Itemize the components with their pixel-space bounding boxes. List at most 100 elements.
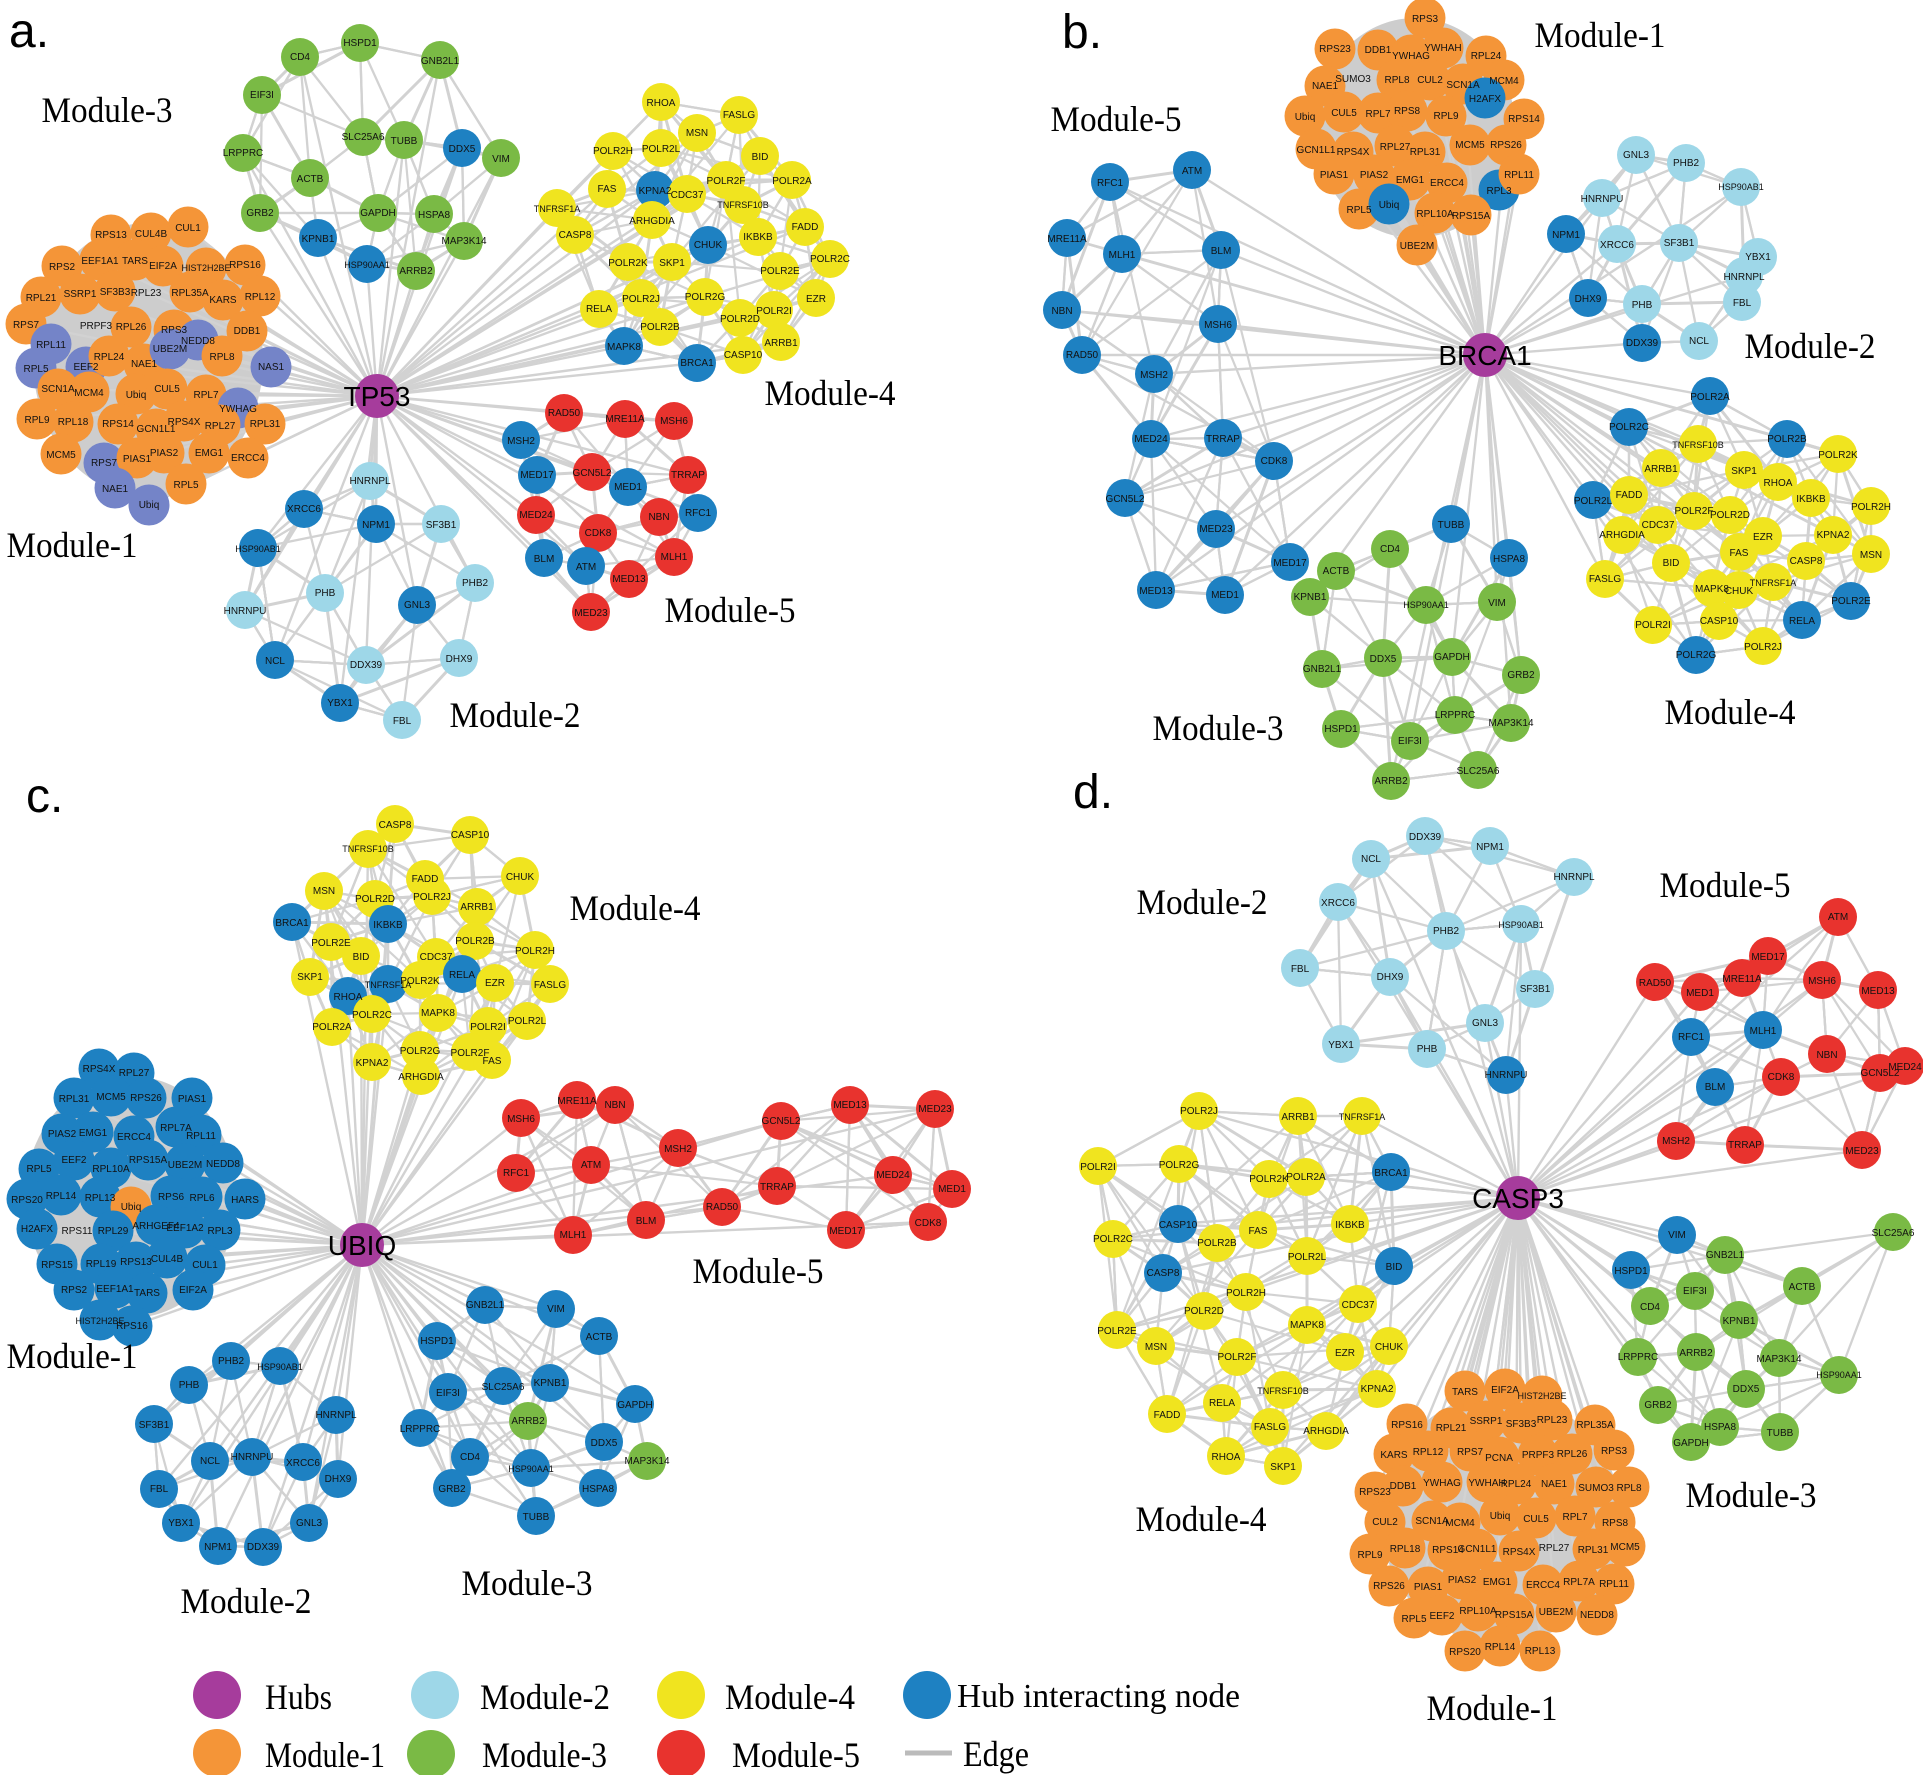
svg-text:MCM5: MCM5 bbox=[1610, 1542, 1640, 1553]
svg-text:RPL9: RPL9 bbox=[1357, 1550, 1382, 1561]
svg-text:CDK8: CDK8 bbox=[1261, 456, 1288, 467]
svg-text:MRE11A: MRE11A bbox=[557, 1096, 597, 1107]
svg-text:RPS16: RPS16 bbox=[116, 1321, 148, 1332]
svg-text:RFC1: RFC1 bbox=[1678, 1032, 1705, 1043]
svg-text:RPS3: RPS3 bbox=[1601, 1446, 1628, 1457]
svg-text:TNFRSF1A: TNFRSF1A bbox=[1339, 1112, 1386, 1122]
svg-text:FBL: FBL bbox=[1733, 298, 1752, 309]
svg-text:POLR2C: POLR2C bbox=[352, 1010, 392, 1021]
svg-text:RPS16: RPS16 bbox=[229, 260, 261, 271]
svg-text:RPS4X: RPS4X bbox=[168, 417, 201, 428]
svg-text:POLR2H: POLR2H bbox=[515, 946, 555, 957]
svg-text:CDC37: CDC37 bbox=[420, 952, 453, 963]
svg-text:HSP90AA1: HSP90AA1 bbox=[1403, 600, 1449, 610]
svg-text:MED1: MED1 bbox=[938, 1184, 966, 1195]
svg-text:RPS15A: RPS15A bbox=[1495, 1610, 1534, 1621]
svg-text:CASP10: CASP10 bbox=[1700, 616, 1739, 627]
svg-text:RPL12: RPL12 bbox=[245, 292, 276, 303]
svg-text:SKP1: SKP1 bbox=[659, 258, 685, 269]
svg-text:MCM5: MCM5 bbox=[1455, 140, 1485, 151]
svg-text:DDX39: DDX39 bbox=[1409, 832, 1442, 843]
svg-text:Module-4: Module-4 bbox=[1136, 1499, 1267, 1539]
svg-text:SKP1: SKP1 bbox=[1270, 1462, 1296, 1473]
svg-text:MED13: MED13 bbox=[612, 574, 646, 585]
svg-text:VIM: VIM bbox=[492, 154, 510, 165]
svg-text:YBX1: YBX1 bbox=[1328, 1040, 1354, 1051]
svg-text:PHB: PHB bbox=[315, 588, 336, 599]
svg-text:POLR2I: POLR2I bbox=[1080, 1162, 1116, 1173]
svg-text:DDX5: DDX5 bbox=[1733, 1384, 1760, 1395]
svg-text:TUBB: TUBB bbox=[1767, 1428, 1794, 1439]
svg-text:H2AFX: H2AFX bbox=[1469, 94, 1502, 105]
svg-text:EMG1: EMG1 bbox=[1396, 175, 1425, 186]
svg-text:GNL3: GNL3 bbox=[1472, 1018, 1499, 1029]
svg-text:MCM5: MCM5 bbox=[46, 450, 76, 461]
svg-text:POLR2L: POLR2L bbox=[1288, 1252, 1327, 1263]
svg-text:GAPDH: GAPDH bbox=[1673, 1438, 1709, 1449]
svg-text:MRE11A: MRE11A bbox=[1047, 234, 1087, 245]
svg-text:KARS: KARS bbox=[1380, 1450, 1408, 1461]
svg-text:VIM: VIM bbox=[1668, 1230, 1686, 1241]
svg-text:GCN1L1: GCN1L1 bbox=[1297, 145, 1336, 156]
svg-text:CUL2: CUL2 bbox=[1417, 75, 1443, 86]
svg-text:DHX9: DHX9 bbox=[325, 1474, 352, 1485]
svg-text:HARS: HARS bbox=[231, 1195, 259, 1206]
svg-text:RPL26: RPL26 bbox=[1557, 1449, 1588, 1460]
svg-text:GNB2L1: GNB2L1 bbox=[421, 56, 460, 67]
svg-text:POLR2H: POLR2H bbox=[1226, 1288, 1266, 1299]
svg-text:GCN5L2: GCN5L2 bbox=[762, 1116, 801, 1127]
svg-text:CUL5: CUL5 bbox=[154, 384, 180, 395]
svg-text:RELA: RELA bbox=[586, 304, 612, 315]
svg-text:MSN: MSN bbox=[1860, 550, 1882, 561]
svg-text:RELA: RELA bbox=[1209, 1398, 1235, 1409]
svg-text:POLR2J: POLR2J bbox=[622, 294, 660, 305]
svg-text:FASLG: FASLG bbox=[1589, 574, 1621, 585]
svg-text:GNL3: GNL3 bbox=[1623, 150, 1650, 161]
svg-text:POLR2B: POLR2B bbox=[1197, 1238, 1237, 1249]
svg-text:HSPA8: HSPA8 bbox=[1493, 554, 1525, 565]
svg-text:SKP1: SKP1 bbox=[1731, 466, 1757, 477]
svg-text:RPL14: RPL14 bbox=[1485, 1642, 1516, 1653]
svg-text:EEF1A2: EEF1A2 bbox=[166, 1223, 204, 1234]
svg-text:XRCC6: XRCC6 bbox=[1321, 898, 1355, 909]
svg-text:MAPK8: MAPK8 bbox=[1695, 584, 1729, 595]
svg-text:SF3B3: SF3B3 bbox=[100, 287, 131, 298]
svg-text:POLR2H: POLR2H bbox=[1851, 502, 1891, 513]
svg-text:POLR2C: POLR2C bbox=[1093, 1234, 1133, 1245]
svg-text:RPL21: RPL21 bbox=[1436, 1423, 1467, 1434]
svg-text:SF3B1: SF3B1 bbox=[139, 1420, 170, 1431]
svg-text:EEF2: EEF2 bbox=[61, 1155, 86, 1166]
svg-text:SUMO3: SUMO3 bbox=[1335, 74, 1371, 85]
svg-text:RPL18: RPL18 bbox=[1390, 1544, 1421, 1555]
svg-text:RPL31: RPL31 bbox=[59, 1094, 90, 1105]
svg-text:PIAS2: PIAS2 bbox=[150, 448, 179, 459]
svg-text:POLR2A: POLR2A bbox=[1286, 1172, 1326, 1183]
svg-text:Module-2: Module-2 bbox=[1745, 326, 1876, 366]
svg-text:NBN: NBN bbox=[1816, 1050, 1837, 1061]
svg-text:EIF3I: EIF3I bbox=[1683, 1286, 1707, 1297]
svg-text:GCN1L1: GCN1L1 bbox=[137, 424, 176, 435]
svg-text:RPS14: RPS14 bbox=[102, 419, 134, 430]
svg-text:POLR2F: POLR2F bbox=[1218, 1352, 1257, 1363]
svg-text:EEF1A1: EEF1A1 bbox=[81, 256, 119, 267]
svg-text:LRPPRC: LRPPRC bbox=[1618, 1352, 1659, 1363]
svg-text:POLR2I: POLR2I bbox=[470, 1022, 506, 1033]
svg-text:ARRB1: ARRB1 bbox=[460, 902, 494, 913]
svg-text:CASP8: CASP8 bbox=[559, 230, 592, 241]
svg-text:POLR2D: POLR2D bbox=[355, 894, 395, 905]
svg-text:GCN1L1: GCN1L1 bbox=[1458, 1544, 1497, 1555]
svg-text:TARS: TARS bbox=[1452, 1387, 1478, 1398]
svg-text:ERCC4: ERCC4 bbox=[231, 453, 265, 464]
svg-text:FADD: FADD bbox=[792, 222, 819, 233]
svg-text:BLM: BLM bbox=[534, 554, 555, 565]
svg-text:RPL31: RPL31 bbox=[1410, 147, 1441, 158]
svg-text:EIF2A: EIF2A bbox=[149, 261, 177, 272]
svg-text:CASP10: CASP10 bbox=[1159, 1220, 1198, 1231]
svg-text:EIF3I: EIF3I bbox=[436, 1388, 460, 1399]
svg-text:POLR2J: POLR2J bbox=[413, 892, 451, 903]
svg-text:KPNB1: KPNB1 bbox=[302, 234, 335, 245]
svg-text:RPL5: RPL5 bbox=[1346, 205, 1371, 216]
svg-text:NEDD8: NEDD8 bbox=[206, 1159, 240, 1170]
svg-text:Module-5: Module-5 bbox=[1660, 865, 1791, 905]
svg-text:PHB2: PHB2 bbox=[462, 578, 489, 589]
